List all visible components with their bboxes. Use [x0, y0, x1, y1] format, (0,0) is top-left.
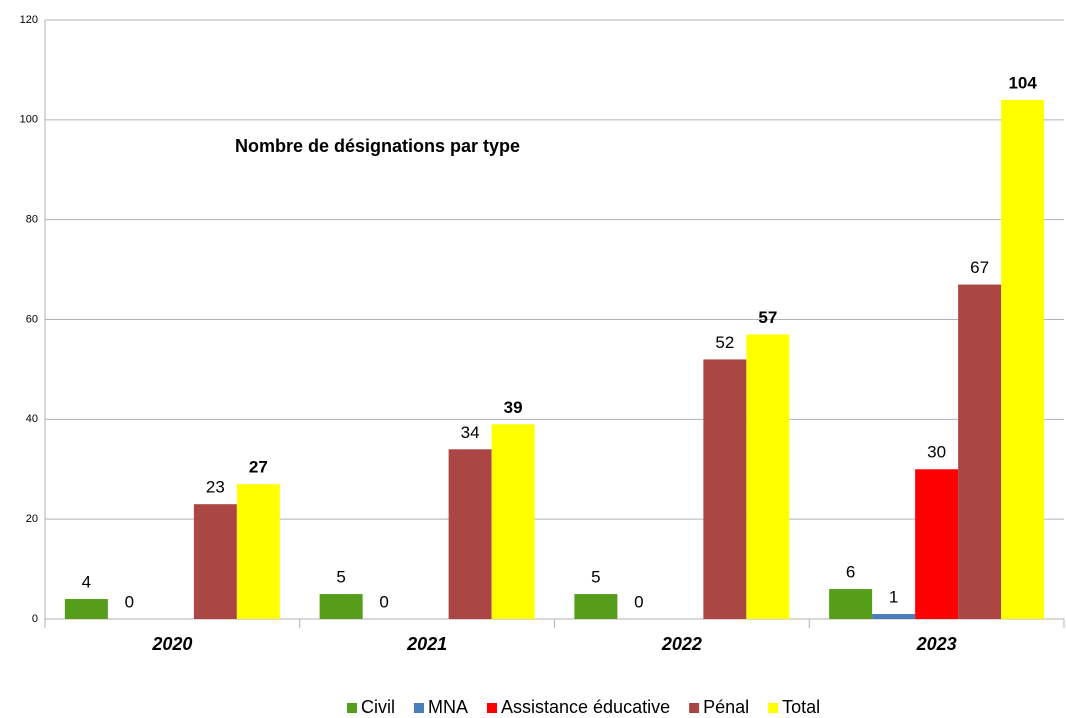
value-label: 1 — [889, 587, 898, 606]
bar — [574, 594, 618, 619]
value-label: 5 — [336, 568, 345, 587]
bar — [829, 589, 873, 619]
value-label: 39 — [504, 398, 523, 417]
bar — [64, 599, 108, 619]
x-tick-label: 2020 — [151, 634, 192, 654]
x-tick-label: 2022 — [661, 634, 702, 654]
bar — [193, 504, 237, 619]
legend-swatch — [768, 703, 779, 713]
x-tick-label: 2021 — [406, 634, 447, 654]
bar — [319, 594, 363, 619]
bar — [915, 469, 959, 619]
bar — [236, 484, 280, 619]
y-tick-label: 100 — [20, 114, 38, 126]
value-label: 6 — [846, 563, 855, 582]
legend-label: Total — [782, 697, 820, 717]
bar — [958, 284, 1002, 619]
bar — [703, 359, 747, 619]
value-label: 34 — [461, 423, 480, 442]
x-tick-label: 2023 — [916, 634, 957, 654]
value-label: 52 — [715, 333, 734, 352]
value-label: 0 — [634, 592, 643, 611]
y-tick-label: 60 — [26, 313, 38, 325]
value-label: 5 — [591, 568, 600, 587]
legend-swatch — [414, 703, 424, 713]
value-label: 0 — [125, 592, 134, 611]
bar — [746, 334, 790, 619]
legend-swatch — [347, 703, 357, 713]
bar — [448, 449, 492, 619]
y-tick-label: 0 — [32, 613, 38, 625]
y-tick-label: 40 — [26, 413, 38, 425]
value-label: 23 — [206, 478, 225, 497]
bar — [491, 424, 535, 619]
chart-title: Nombre de désignations par type — [235, 136, 520, 156]
value-label: 67 — [970, 258, 989, 277]
value-label: 57 — [758, 308, 777, 327]
legend-swatch — [487, 703, 497, 713]
legend-label: MNA — [428, 697, 468, 717]
bar — [872, 614, 916, 619]
value-label: 27 — [249, 458, 268, 477]
value-label: 0 — [379, 592, 388, 611]
y-tick-label: 80 — [26, 214, 38, 226]
y-tick-label: 20 — [26, 513, 38, 525]
legend-label: Pénal — [703, 697, 749, 717]
value-label: 4 — [82, 573, 91, 592]
value-label: 104 — [1008, 73, 1037, 92]
value-label: 30 — [927, 443, 946, 462]
bar — [1001, 99, 1045, 619]
legend-label: Assistance éducative — [501, 697, 670, 717]
legend-swatch — [689, 703, 700, 713]
legend-label: Civil — [361, 697, 395, 717]
y-tick-label: 120 — [20, 14, 38, 26]
